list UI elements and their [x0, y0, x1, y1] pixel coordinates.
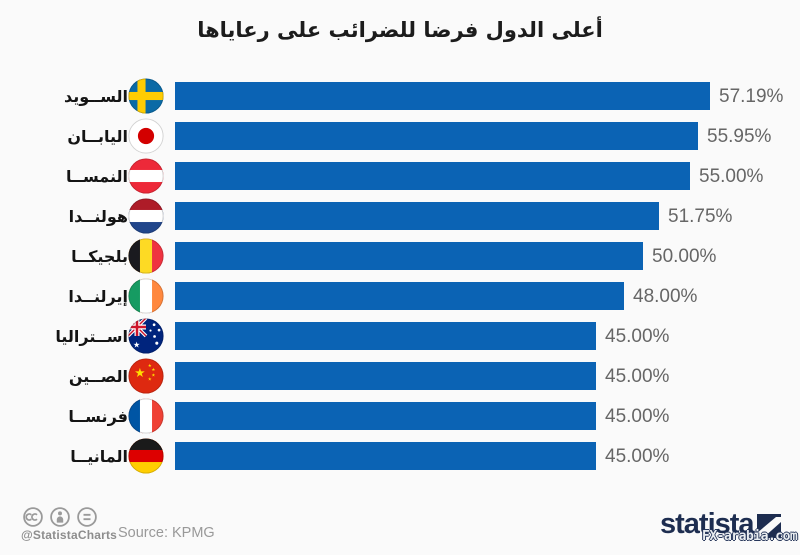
chart-row: بلجيكــا 50.00% [0, 238, 800, 274]
cc-icon [23, 507, 43, 527]
flag-japan-icon [128, 118, 164, 154]
chart-row: الســويد 57.19% [0, 78, 800, 114]
country-label: الصــين [68, 367, 128, 386]
country-label: بلجيكــا [71, 247, 128, 266]
chart-row: اليابــان 55.95% [0, 118, 800, 154]
chart-row: الصــين ★ ★ ★ ★ ★ 45.00% [0, 358, 800, 394]
value-bar [175, 162, 690, 190]
value-label: 48.00% [633, 286, 698, 307]
value-label: 55.00% [699, 166, 764, 187]
value-label: 50.00% [652, 246, 717, 267]
flag-ireland-icon [128, 278, 164, 314]
value-bar [175, 202, 659, 230]
svg-text:★: ★ [151, 367, 155, 373]
value-bar [175, 282, 624, 310]
flag-belgium-icon [128, 238, 164, 274]
country-label: النمســا [66, 167, 128, 186]
value-bar [175, 82, 710, 110]
flag-france-icon [128, 398, 164, 434]
source-label: Source: KPMG [118, 525, 215, 541]
country-label: هولنــدا [68, 207, 128, 226]
svg-text:★: ★ [133, 340, 140, 350]
country-label: اســتراليا [55, 327, 128, 346]
chart-title: أعلى الدول فرضا للضرائب على رعاياها [197, 18, 603, 42]
value-label: 57.19% [719, 86, 784, 107]
country-label: اليابــان [67, 127, 128, 146]
flag-china-icon: ★ ★ ★ ★ ★ [128, 358, 164, 394]
creative-commons-license-icons [23, 507, 97, 527]
flag-netherlands-icon [128, 198, 164, 234]
country-label: الســويد [64, 87, 128, 106]
value-bar [175, 322, 596, 350]
chart-row: اســتراليا ★ 45.00% [0, 318, 800, 354]
equal-icon [77, 507, 97, 527]
svg-text:★: ★ [151, 372, 155, 378]
statista-logo-text: statista [660, 508, 755, 540]
value-label: 55.95% [707, 126, 772, 147]
svg-text:★: ★ [148, 377, 152, 383]
attribution-icon [50, 507, 70, 527]
country-label: إيرلنــدا [68, 287, 128, 306]
country-label: فرنســا [68, 407, 128, 426]
value-bar [175, 362, 596, 390]
statista-logo-icon [757, 514, 781, 538]
country-label: المانيــا [70, 447, 128, 466]
value-label: 45.00% [605, 326, 670, 347]
value-label: 51.75% [668, 206, 733, 227]
value-label: 45.00% [605, 446, 670, 467]
fx-arabia-watermark: FX-arabia.com [702, 529, 798, 544]
chart-row: فرنســا 45.00% [0, 398, 800, 434]
chart-row: هولنــدا 51.75% [0, 198, 800, 234]
value-bar [175, 242, 643, 270]
flag-germany-icon [128, 438, 164, 474]
statista-charts-credit: @StatistaCharts [21, 528, 118, 542]
svg-text:★: ★ [134, 365, 145, 380]
value-bar [175, 122, 698, 150]
flag-sweden-icon [128, 78, 164, 114]
value-bar [175, 402, 596, 430]
chart-row: إيرلنــدا 48.00% [0, 278, 800, 314]
chart-row: النمســا 55.00% [0, 158, 800, 194]
value-label: 45.00% [605, 366, 670, 387]
value-label: 45.00% [605, 406, 670, 427]
value-bar [175, 442, 596, 470]
svg-text:★: ★ [148, 363, 152, 369]
chart-row: المانيــا 45.00% [0, 438, 800, 474]
flag-austria-icon [128, 158, 164, 194]
flag-australia-icon: ★ [128, 318, 164, 354]
